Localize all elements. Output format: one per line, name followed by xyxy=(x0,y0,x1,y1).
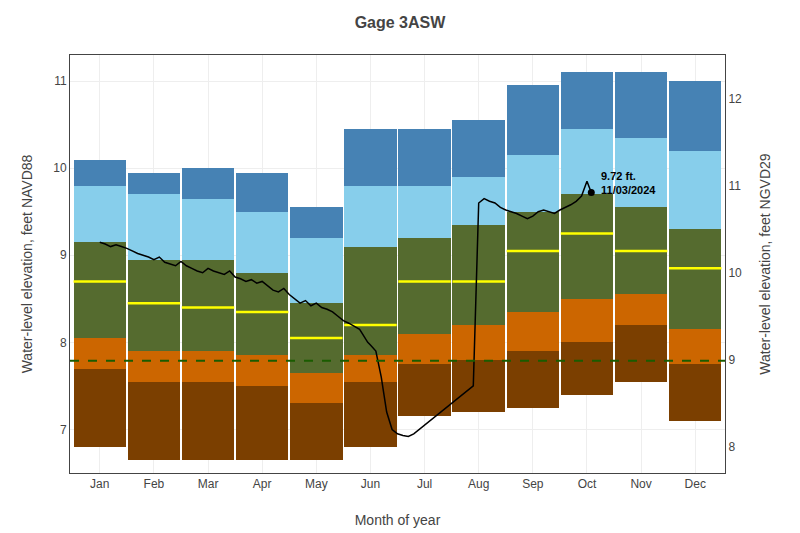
svg-text:10: 10 xyxy=(53,161,67,175)
svg-text:Sep: Sep xyxy=(522,477,544,491)
svg-text:9: 9 xyxy=(728,353,735,367)
svg-text:12: 12 xyxy=(728,92,742,106)
svg-text:10: 10 xyxy=(728,266,742,280)
svg-text:Gage 3ASW: Gage 3ASW xyxy=(355,14,447,31)
svg-text:8: 8 xyxy=(60,336,67,350)
svg-text:Month of year: Month of year xyxy=(355,512,441,528)
svg-text:Aug: Aug xyxy=(468,477,489,491)
svg-text:Jun: Jun xyxy=(361,477,380,491)
svg-text:Feb: Feb xyxy=(144,477,165,491)
svg-text:Dec: Dec xyxy=(685,477,706,491)
svg-text:Nov: Nov xyxy=(630,477,651,491)
svg-text:11: 11 xyxy=(728,179,741,193)
svg-text:8: 8 xyxy=(728,440,735,454)
svg-text:Jul: Jul xyxy=(417,477,432,491)
svg-text:9.72 ft.11/03/2024: 9.72 ft.11/03/2024 xyxy=(601,170,656,196)
svg-text:9: 9 xyxy=(60,248,67,262)
svg-text:Water-level elevation, feet NA: Water-level elevation, feet NAVD88 xyxy=(19,154,35,373)
svg-text:7: 7 xyxy=(60,423,67,437)
svg-text:Mar: Mar xyxy=(198,477,219,491)
svg-text:Jan: Jan xyxy=(90,477,109,491)
svg-text:Apr: Apr xyxy=(253,477,272,491)
svg-text:May: May xyxy=(305,477,328,491)
svg-text:Water-level elevation, feet NG: Water-level elevation, feet NGVD29 xyxy=(757,153,773,374)
svg-text:Oct: Oct xyxy=(578,477,597,491)
svg-text:11: 11 xyxy=(54,74,67,88)
